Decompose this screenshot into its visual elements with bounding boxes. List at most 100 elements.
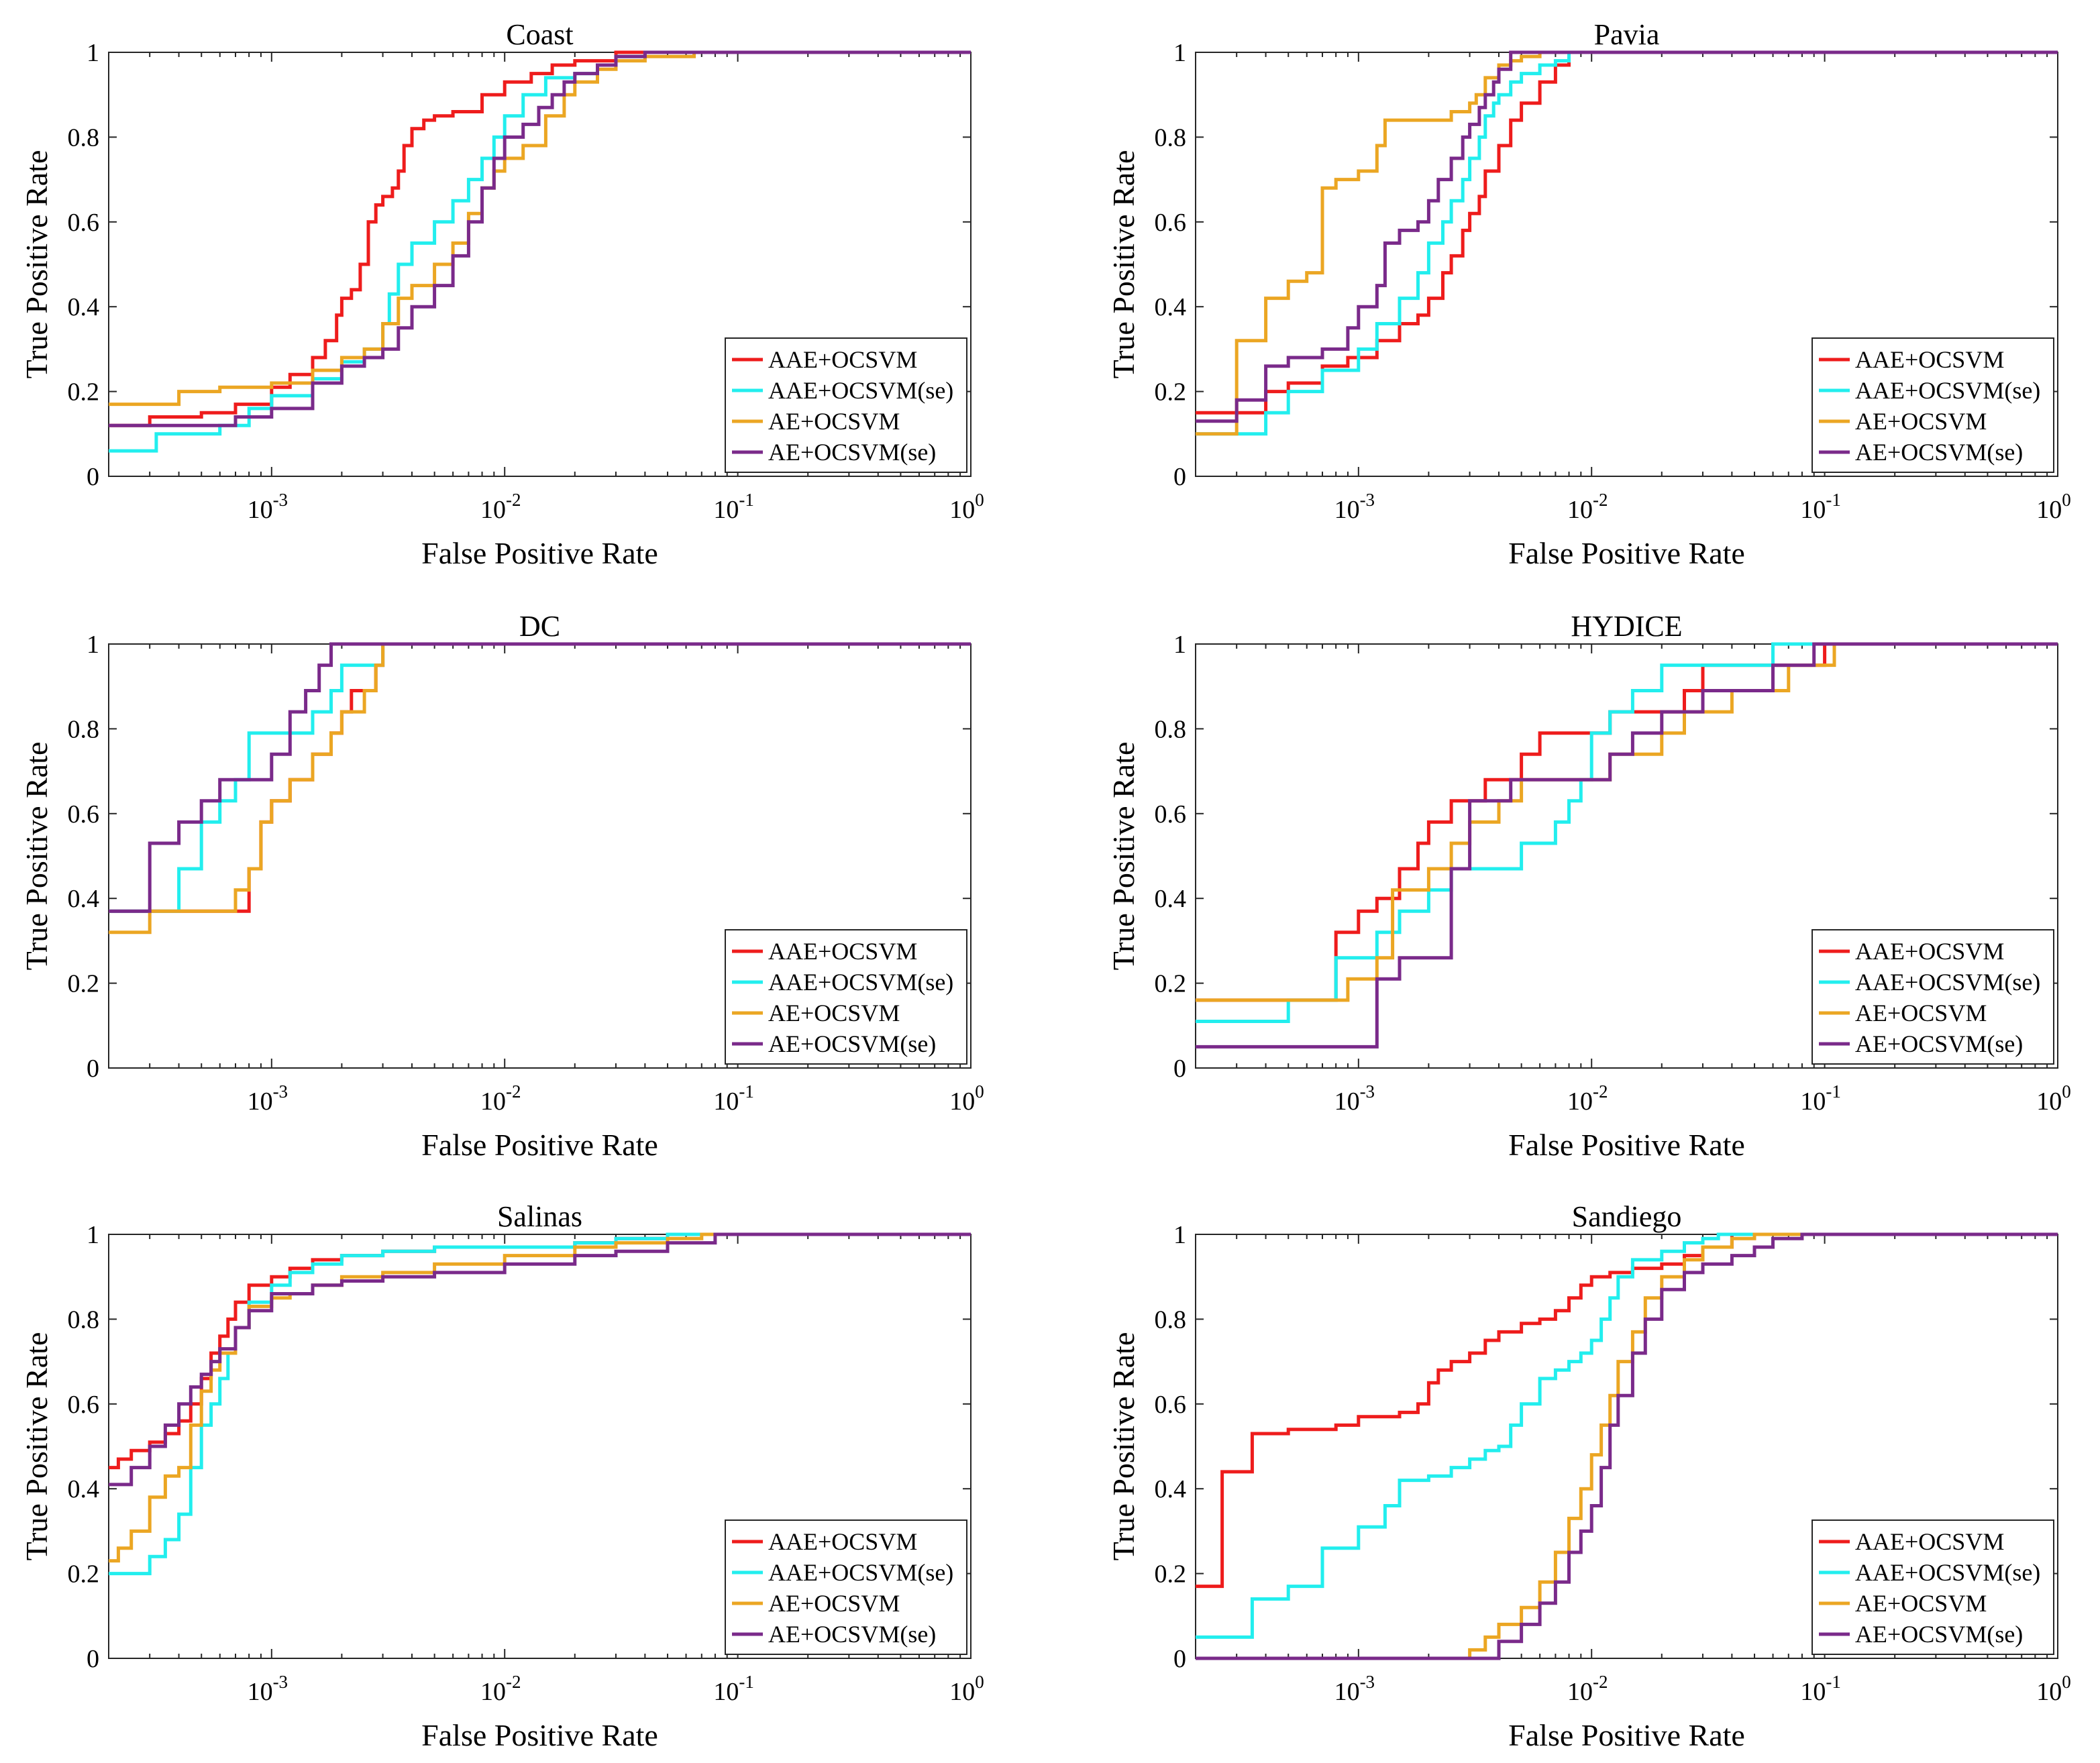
y-tick-label: 1: [87, 1221, 99, 1249]
legend-box: [1812, 337, 2054, 473]
series-line-aae-ocsvm-se: [1196, 1232, 2058, 1639]
series-line-ae-ocsvm-se: [1196, 50, 2058, 423]
x-axis-label: False Positive Rate: [421, 1128, 658, 1162]
chart-title: Salinas: [497, 1200, 582, 1233]
legend-label-aae-ocsvm-se: AAE+OCSVM(se): [1855, 969, 2040, 996]
x-tick-label: 10-1: [713, 1672, 754, 1706]
chart-panel-dc: 0 0.2 0.4 0.6 0.8 1 10-3 10-2 10-1 100 DC False Pos…: [19, 610, 984, 1162]
legend-label-aae-ocsvm-se: AAE+OCSVM(se): [1855, 377, 2040, 404]
series-line-ae-ocsvm-se: [109, 50, 971, 427]
x-tick-label: 10-3: [1334, 490, 1375, 524]
legend-box: [725, 337, 967, 473]
x-tick-label: 100: [2036, 1081, 2071, 1116]
legend-label-aae-ocsvm-se: AAE+OCSVM(se): [768, 1559, 953, 1586]
y-tick-label: 0.8: [68, 123, 100, 152]
legend-box: [725, 1519, 967, 1655]
y-tick-label: 0.4: [68, 1475, 100, 1503]
x-tick-label: 100: [2036, 490, 2071, 524]
y-axis-label: True Positive Rate: [19, 1332, 54, 1561]
y-tick-label: 1: [1173, 39, 1186, 67]
y-tick-label: 0.4: [1155, 885, 1187, 913]
x-tick-label: 10-1: [713, 490, 754, 524]
y-tick-label: 1: [87, 631, 99, 659]
chart-panel-pavia: 0 0.2 0.4 0.6 0.8 1 10-3 10-2 10-1 100 Pavia False …: [1106, 18, 2071, 570]
y-axis-label: True Positive Rate: [19, 150, 54, 379]
y-tick-label: 1: [87, 39, 99, 67]
y-tick-label: 0.8: [1155, 123, 1187, 152]
y-tick-label: 0.6: [1155, 209, 1187, 237]
x-tick-label: 10-3: [248, 1672, 288, 1706]
legend-label-ae-ocsvm-se: AE+OCSVM(se): [768, 439, 936, 466]
series-line-ae-ocsvm: [109, 642, 971, 934]
x-axis-label: False Positive Rate: [1508, 536, 1745, 570]
y-tick-label: 0.2: [1155, 970, 1187, 998]
chart-title: Sandiego: [1572, 1200, 1682, 1233]
chart-title: HYDICE: [1571, 610, 1682, 643]
series-line-ae-ocsvm-se: [1196, 1232, 2058, 1660]
y-axis-label: True Positive Rate: [19, 742, 54, 971]
legend-label-ae-ocsvm: AE+OCSVM: [768, 1590, 900, 1617]
y-axis-label: True Positive Rate: [1106, 1332, 1141, 1561]
y-tick-label: 0.8: [68, 715, 100, 743]
chart-panel-salinas: 0 0.2 0.4 0.6 0.8 1 10-3 10-2 10-1 100 Salinas Fals…: [19, 1200, 984, 1752]
chart-title: DC: [519, 610, 560, 643]
y-tick-label: 0: [87, 463, 99, 491]
x-tick-label: 10-3: [248, 1081, 288, 1116]
y-tick-label: 0: [87, 1645, 99, 1673]
legend-label-aae-ocsvm: AAE+OCSVM: [1855, 1528, 2004, 1555]
y-tick-label: 0.4: [68, 885, 100, 913]
legend-label-ae-ocsvm-se: AE+OCSVM(se): [768, 1621, 936, 1648]
legend-label-aae-ocsvm: AAE+OCSVM: [768, 1528, 917, 1555]
legend-label-ae-ocsvm-se: AE+OCSVM(se): [1855, 1621, 2023, 1648]
series-line-ae-ocsvm-se: [1196, 642, 2058, 1049]
legend-box: [1812, 1519, 2054, 1655]
y-tick-label: 0.8: [68, 1305, 100, 1334]
y-tick-label: 0: [1173, 1055, 1186, 1083]
series-line-aae-ocsvm: [1196, 642, 2058, 1002]
y-tick-label: 0.2: [68, 970, 100, 998]
x-axis-label: False Positive Rate: [421, 536, 658, 570]
x-tick-label: 10-1: [1800, 490, 1841, 524]
legend-label-ae-ocsvm-se: AE+OCSVM(se): [768, 1030, 936, 1057]
x-tick-label: 10-3: [248, 490, 288, 524]
chart-title: Pavia: [1594, 18, 1660, 51]
legend-label-ae-ocsvm: AE+OCSVM: [1855, 408, 1987, 435]
x-axis-label: False Positive Rate: [1508, 1718, 1745, 1752]
y-tick-label: 0.6: [1155, 800, 1187, 829]
legend-label-aae-ocsvm: AAE+OCSVM: [768, 938, 917, 965]
y-tick-label: 0: [87, 1055, 99, 1083]
legend-label-ae-ocsvm: AE+OCSVM: [768, 1000, 900, 1026]
x-tick-label: 10-1: [713, 1081, 754, 1116]
x-tick-label: 10-2: [1567, 1081, 1608, 1116]
legend-label-ae-ocsvm: AE+OCSVM: [768, 408, 900, 435]
y-tick-label: 0.4: [1155, 293, 1187, 321]
y-tick-label: 1: [1173, 1221, 1186, 1249]
x-tick-label: 10-2: [480, 1672, 521, 1706]
y-tick-label: 0.6: [68, 800, 100, 829]
legend-box: [1812, 929, 2054, 1065]
x-tick-label: 10-1: [1800, 1672, 1841, 1706]
chart-panel-coast: 0 0.2 0.4 0.6 0.8 1 10-3 10-2 10-1 100 Coast False …: [19, 18, 984, 570]
x-tick-label: 10-2: [480, 490, 521, 524]
x-tick-label: 10-1: [1800, 1081, 1841, 1116]
legend-label-ae-ocsvm: AE+OCSVM: [1855, 1000, 1987, 1026]
legend-label-ae-ocsvm-se: AE+OCSVM(se): [1855, 1030, 2023, 1057]
series-line-ae-ocsvm-se: [109, 1232, 971, 1487]
series-line-aae-ocsvm: [1196, 1232, 2058, 1589]
x-axis-label: False Positive Rate: [1508, 1128, 1745, 1162]
y-tick-label: 0.2: [1155, 1560, 1187, 1589]
chart-panel-hydice: 0 0.2 0.4 0.6 0.8 1 10-3 10-2 10-1 100 HYDICE False…: [1106, 610, 2071, 1162]
legend-label-aae-ocsvm: AAE+OCSVM: [768, 346, 917, 373]
legend-label-aae-ocsvm: AAE+OCSVM: [1855, 938, 2004, 965]
legend-label-aae-ocsvm-se: AAE+OCSVM(se): [768, 377, 953, 404]
legend-label-ae-ocsvm-se: AE+OCSVM(se): [1855, 439, 2023, 466]
y-tick-label: 0.2: [68, 378, 100, 407]
chart-panel-sandiego: 0 0.2 0.4 0.6 0.8 1 10-3 10-2 10-1 100 Sandiego Fal…: [1106, 1200, 2071, 1752]
legend-box: [725, 929, 967, 1065]
legend-label-aae-ocsvm: AAE+OCSVM: [1855, 346, 2004, 373]
series-line-ae-ocsvm-se: [109, 642, 971, 913]
legend-label-ae-ocsvm: AE+OCSVM: [1855, 1590, 1987, 1617]
y-tick-label: 1: [1173, 631, 1186, 659]
x-tick-label: 100: [949, 1081, 984, 1116]
